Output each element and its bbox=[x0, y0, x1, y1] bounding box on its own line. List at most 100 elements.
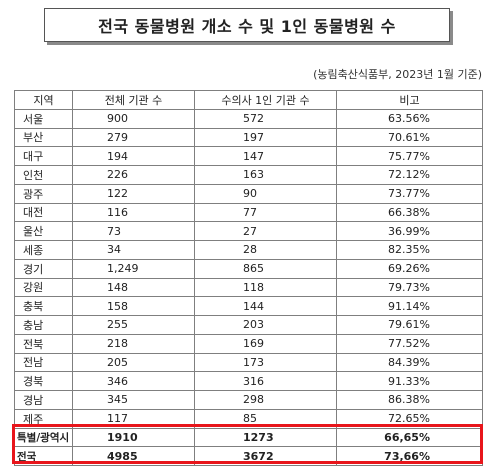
cell-region: 특별/광역시 bbox=[14, 427, 73, 448]
cell-total: 900 bbox=[72, 108, 195, 129]
table-row: 제주 117 85 72.65% bbox=[14, 408, 483, 429]
cell-ratio: 73.77% bbox=[336, 183, 483, 204]
table-row: 충북 158 144 91.14% bbox=[14, 296, 483, 316]
table-row: 서울 900 572 63.56% bbox=[14, 108, 483, 129]
header-solo: 수의사 1인 기관 수 bbox=[194, 90, 337, 110]
cell-solo: 298 bbox=[194, 390, 337, 410]
cell-total: 1910 bbox=[72, 427, 195, 448]
cell-ratio: 66.38% bbox=[336, 202, 483, 223]
header-region: 지역 bbox=[14, 90, 73, 110]
cell-solo: 147 bbox=[194, 146, 337, 166]
cell-total: 158 bbox=[72, 296, 195, 316]
cell-region: 서울 bbox=[14, 108, 73, 129]
cell-ratio: 91.33% bbox=[336, 371, 483, 391]
cell-solo: 85 bbox=[194, 408, 337, 429]
cell-solo: 173 bbox=[194, 352, 337, 373]
cell-total: 205 bbox=[72, 352, 195, 373]
cell-solo: 316 bbox=[194, 371, 337, 391]
cell-total: 116 bbox=[72, 202, 195, 223]
cell-total: 148 bbox=[72, 277, 195, 298]
header-total: 전체 기관 수 bbox=[72, 90, 195, 110]
cell-ratio: 72.65% bbox=[336, 408, 483, 429]
cell-total: 255 bbox=[72, 315, 195, 335]
table-row: 부산 279 197 70.61% bbox=[14, 127, 483, 148]
table-row: 대전 116 77 66.38% bbox=[14, 202, 483, 223]
cell-ratio: 91.14% bbox=[336, 296, 483, 316]
cell-solo: 27 bbox=[194, 221, 337, 241]
cell-region: 충북 bbox=[14, 296, 73, 316]
vet-hospital-table: 지역 전체 기관 수 수의사 1인 기관 수 비고 서울 900 572 63.56%… bbox=[14, 90, 483, 466]
cell-total: 194 bbox=[72, 146, 195, 166]
summary-row: 전국 4985 3672 73,66% bbox=[14, 446, 483, 466]
cell-region: 대구 bbox=[14, 146, 73, 166]
cell-region: 충남 bbox=[14, 315, 73, 335]
cell-region: 경북 bbox=[14, 371, 73, 391]
cell-total: 117 bbox=[72, 408, 195, 429]
cell-ratio: 84.39% bbox=[336, 352, 483, 373]
cell-total: 34 bbox=[72, 240, 195, 260]
cell-total: 218 bbox=[72, 333, 195, 354]
cell-region: 전국 bbox=[14, 446, 73, 466]
cell-solo: 1273 bbox=[194, 427, 337, 448]
cell-region: 세종 bbox=[14, 240, 73, 260]
cell-solo: 203 bbox=[194, 315, 337, 335]
cell-solo: 865 bbox=[194, 258, 337, 279]
table-row: 전북 218 169 77.52% bbox=[14, 333, 483, 354]
cell-total: 73 bbox=[72, 221, 195, 241]
cell-ratio: 63.56% bbox=[336, 108, 483, 129]
cell-region: 부산 bbox=[14, 127, 73, 148]
cell-region: 경남 bbox=[14, 390, 73, 410]
table-row: 세종 34 28 82.35% bbox=[14, 240, 483, 260]
cell-ratio: 73,66% bbox=[336, 446, 483, 466]
cell-total: 345 bbox=[72, 390, 195, 410]
table-row: 경기 1,249 865 69.26% bbox=[14, 258, 483, 279]
table-row: 인천 226 163 72.12% bbox=[14, 165, 483, 185]
cell-total: 346 bbox=[72, 371, 195, 391]
cell-solo: 118 bbox=[194, 277, 337, 298]
cell-total: 1,249 bbox=[72, 258, 195, 279]
cell-solo: 77 bbox=[194, 202, 337, 223]
cell-ratio: 69.26% bbox=[336, 258, 483, 279]
cell-solo: 163 bbox=[194, 165, 337, 185]
table-row: 경남 345 298 86.38% bbox=[14, 390, 483, 410]
header-note: 비고 bbox=[336, 90, 483, 110]
cell-total: 4985 bbox=[72, 446, 195, 466]
cell-solo: 197 bbox=[194, 127, 337, 148]
cell-solo: 90 bbox=[194, 183, 337, 204]
cell-ratio: 36.99% bbox=[336, 221, 483, 241]
cell-ratio: 79.61% bbox=[336, 315, 483, 335]
table-row: 경북 346 316 91.33% bbox=[14, 371, 483, 391]
cell-ratio: 70.61% bbox=[336, 127, 483, 148]
cell-total: 122 bbox=[72, 183, 195, 204]
cell-region: 울산 bbox=[14, 221, 73, 241]
cell-ratio: 75.77% bbox=[336, 146, 483, 166]
cell-region: 전남 bbox=[14, 352, 73, 373]
source-note: (농림축산식품부, 2023년 1월 기준) bbox=[313, 68, 482, 81]
cell-region: 강원 bbox=[14, 277, 73, 298]
table-header-row: 지역 전체 기관 수 수의사 1인 기관 수 비고 bbox=[14, 90, 483, 110]
cell-ratio: 82.35% bbox=[336, 240, 483, 260]
cell-ratio: 77.52% bbox=[336, 333, 483, 354]
cell-region: 인천 bbox=[14, 165, 73, 185]
cell-ratio: 66,65% bbox=[336, 427, 483, 448]
table-row: 대구 194 147 75.77% bbox=[14, 146, 483, 166]
cell-solo: 3672 bbox=[194, 446, 337, 466]
table-row: 강원 148 118 79.73% bbox=[14, 277, 483, 298]
cell-ratio: 79.73% bbox=[336, 277, 483, 298]
cell-region: 대전 bbox=[14, 202, 73, 223]
cell-solo: 169 bbox=[194, 333, 337, 354]
page-title: 전국 동물병원 개소 수 및 1인 동물병원 수 bbox=[44, 8, 450, 42]
summary-row: 특별/광역시 1910 1273 66,65% bbox=[14, 427, 483, 448]
cell-ratio: 72.12% bbox=[336, 165, 483, 185]
cell-total: 279 bbox=[72, 127, 195, 148]
cell-total: 226 bbox=[72, 165, 195, 185]
cell-region: 경기 bbox=[14, 258, 73, 279]
cell-ratio: 86.38% bbox=[336, 390, 483, 410]
cell-region: 제주 bbox=[14, 408, 73, 429]
table-row: 충남 255 203 79.61% bbox=[14, 315, 483, 335]
table-row: 광주 122 90 73.77% bbox=[14, 183, 483, 204]
cell-region: 광주 bbox=[14, 183, 73, 204]
cell-solo: 572 bbox=[194, 108, 337, 129]
cell-solo: 144 bbox=[194, 296, 337, 316]
cell-solo: 28 bbox=[194, 240, 337, 260]
